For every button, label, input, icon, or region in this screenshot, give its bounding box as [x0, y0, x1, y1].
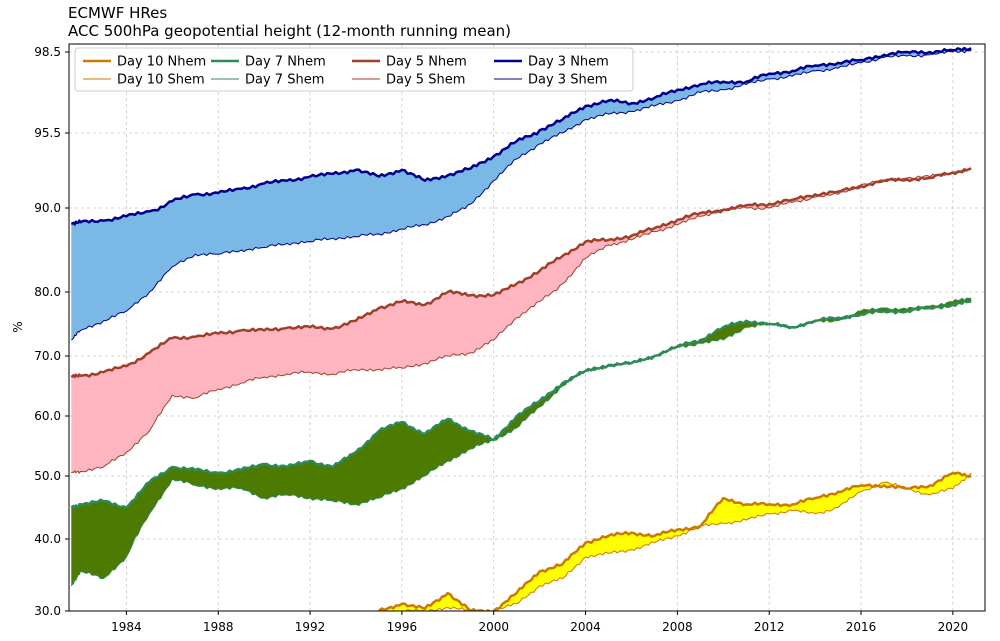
series-lines — [70, 46, 972, 611]
series-line-day-5-shem — [70, 168, 972, 474]
legend-label: Day 7 Nhem — [245, 55, 326, 70]
chart-subtitle: ACC 500hPa geopotential height (12-month… — [68, 22, 512, 40]
x-tick-label: 2000 — [478, 620, 509, 634]
y-tick-label: 90.0 — [34, 201, 61, 215]
chart-title: ECMWF HRes — [68, 4, 168, 22]
legend: Day 10 Nhem Day 7 Nhem Day 5 Nhem Day 3 Nhe… — [74, 47, 634, 92]
series-line-day-7-shem — [70, 297, 972, 587]
legend-label: Day 7 Shem — [245, 73, 324, 88]
grid — [69, 44, 985, 612]
legend-label: Day 10 Shem — [117, 73, 205, 88]
fill-day-10 — [378, 472, 972, 611]
y-tick-label: 70.0 — [34, 349, 61, 363]
y-tick-label: 95.5 — [34, 126, 61, 140]
legend-label: Day 5 Shem — [386, 73, 465, 88]
legend-box — [74, 47, 634, 92]
y-axis-label: % — [11, 321, 25, 332]
x-tick-label: 1996 — [387, 620, 418, 634]
x-tick-label: 2012 — [754, 620, 785, 634]
fill-day-3 — [71, 48, 972, 340]
x-tick-label: 2020 — [938, 620, 969, 634]
x-tick-label: 2008 — [662, 620, 693, 634]
y-tick-label: 40.0 — [34, 532, 61, 546]
y-tick-label: 60.0 — [34, 409, 61, 423]
series-line-day-7-nhem — [70, 299, 972, 510]
y-tick-label: 30.0 — [34, 604, 61, 618]
y-tick-label: 98.5 — [34, 45, 61, 59]
y-tick-label: 80.0 — [34, 285, 61, 299]
x-tick-label: 1992 — [295, 620, 326, 634]
x-tick-label: 2004 — [570, 620, 601, 634]
series-fills — [71, 48, 972, 611]
y-axis: 30.0 40.0 50.0 60.0 70.0 80.0 90.0 95.5 98.5 — [34, 45, 69, 618]
x-tick-label: 1988 — [203, 620, 234, 634]
x-tick-label: 2016 — [846, 620, 877, 634]
legend-label: Day 3 Shem — [528, 73, 607, 88]
series-line-day-10-shem — [378, 472, 972, 611]
series-line-day-3-shem — [71, 49, 972, 341]
y-tick-label: 50.0 — [34, 469, 61, 483]
x-axis: 1984 1988 1992 1996 2000 2004 2008 2012 2016 2020 — [111, 611, 968, 634]
series-line-day-3-nhem — [70, 46, 972, 226]
series-line-day-5-nhem — [70, 167, 972, 379]
legend-label: Day 10 Nhem — [117, 55, 206, 70]
series-line-day-10-nhem — [378, 471, 972, 611]
x-tick-label: 1984 — [111, 620, 142, 634]
legend-label: Day 3 Nhem — [528, 55, 609, 70]
legend-label: Day 5 Nhem — [386, 55, 467, 70]
plot-frame — [68, 43, 986, 612]
